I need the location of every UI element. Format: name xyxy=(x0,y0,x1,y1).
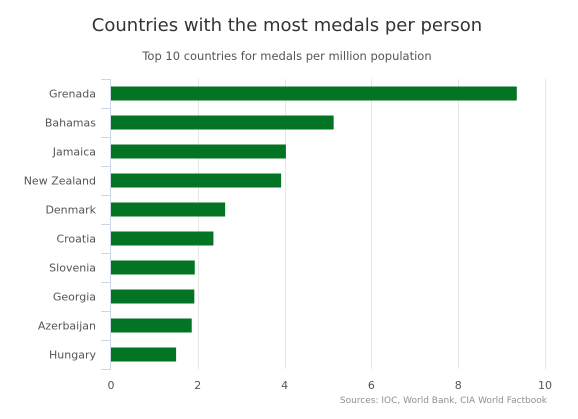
bar-georgia[interactable] xyxy=(111,289,195,304)
category-axis xyxy=(101,79,111,370)
bar-jamaica[interactable] xyxy=(111,144,286,159)
x-tick-label: 4 xyxy=(281,379,288,392)
category-label: Azerbaijan xyxy=(38,320,96,333)
category-label: Croatia xyxy=(56,233,96,246)
x-tick-label: 10 xyxy=(538,379,552,392)
bar-hungary[interactable] xyxy=(111,347,177,362)
chart-subtitle: Top 10 countries for medals per million … xyxy=(141,49,431,63)
x-tick-label: 8 xyxy=(455,379,462,392)
category-label: New Zealand xyxy=(24,175,96,188)
bar-bahamas[interactable] xyxy=(111,115,334,130)
category-label: Georgia xyxy=(53,291,96,304)
x-tick-label: 2 xyxy=(194,379,201,392)
category-label: Bahamas xyxy=(45,117,96,130)
bar-croatia[interactable] xyxy=(111,231,214,246)
chart-title: Countries with the most medals per perso… xyxy=(92,15,482,36)
category-label: Slovenia xyxy=(49,262,96,275)
category-labels: Grenada Bahamas Jamaica New Zealand Denmark C… xyxy=(24,88,97,362)
category-label: Denmark xyxy=(45,204,96,217)
bar-new-zealand[interactable] xyxy=(111,173,282,188)
category-label: Jamaica xyxy=(52,146,96,159)
bar-grenada[interactable] xyxy=(111,86,517,101)
category-label: Hungary xyxy=(49,349,96,362)
x-tick-label: 6 xyxy=(368,379,375,392)
bar-azerbaijan[interactable] xyxy=(111,318,192,333)
chart-credits: Sources: IOC, World Bank, CIA World Fact… xyxy=(340,396,548,406)
bars xyxy=(111,86,517,362)
x-tick-label: 0 xyxy=(108,379,115,392)
value-axis-labels: 0 2 4 6 8 10 xyxy=(108,379,553,392)
bar-slovenia[interactable] xyxy=(111,260,195,275)
bar-denmark[interactable] xyxy=(111,202,226,217)
category-label: Grenada xyxy=(49,88,96,101)
